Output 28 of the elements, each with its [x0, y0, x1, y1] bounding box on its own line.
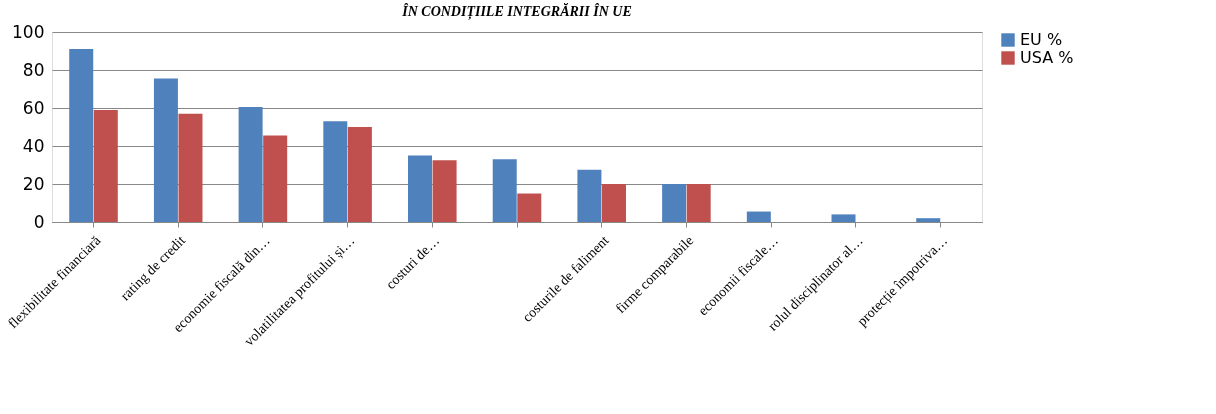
bar: [93, 109, 118, 222]
bar: [577, 169, 602, 222]
bar: [601, 184, 626, 222]
y-tick-label: 60: [22, 97, 45, 118]
legend-label: USA %: [1020, 48, 1074, 67]
y-tick-label: 80: [22, 59, 45, 80]
y-tick-label: 100: [12, 21, 45, 42]
bar: [916, 218, 941, 222]
legend-label: EU %: [1020, 30, 1063, 49]
bar: [238, 107, 263, 222]
y-tick-label: 0: [33, 211, 45, 232]
bar: [347, 127, 372, 222]
bar: [69, 49, 94, 222]
y-tick-label: 20: [22, 173, 45, 194]
bar: [831, 214, 856, 222]
bar: [263, 135, 288, 222]
y-tick-label: 40: [22, 135, 45, 156]
bar: [408, 155, 433, 222]
bar: [662, 184, 687, 222]
bar: [492, 159, 517, 222]
bar: [153, 78, 178, 222]
bar: [323, 121, 348, 222]
chart-title: ÎN CONDIȚIILE INTEGRĂRII ÎN UE: [401, 3, 632, 20]
bar: [517, 193, 542, 222]
bar: [432, 160, 457, 222]
bar: [178, 113, 203, 222]
bar: [686, 184, 711, 222]
bar: [746, 211, 771, 222]
